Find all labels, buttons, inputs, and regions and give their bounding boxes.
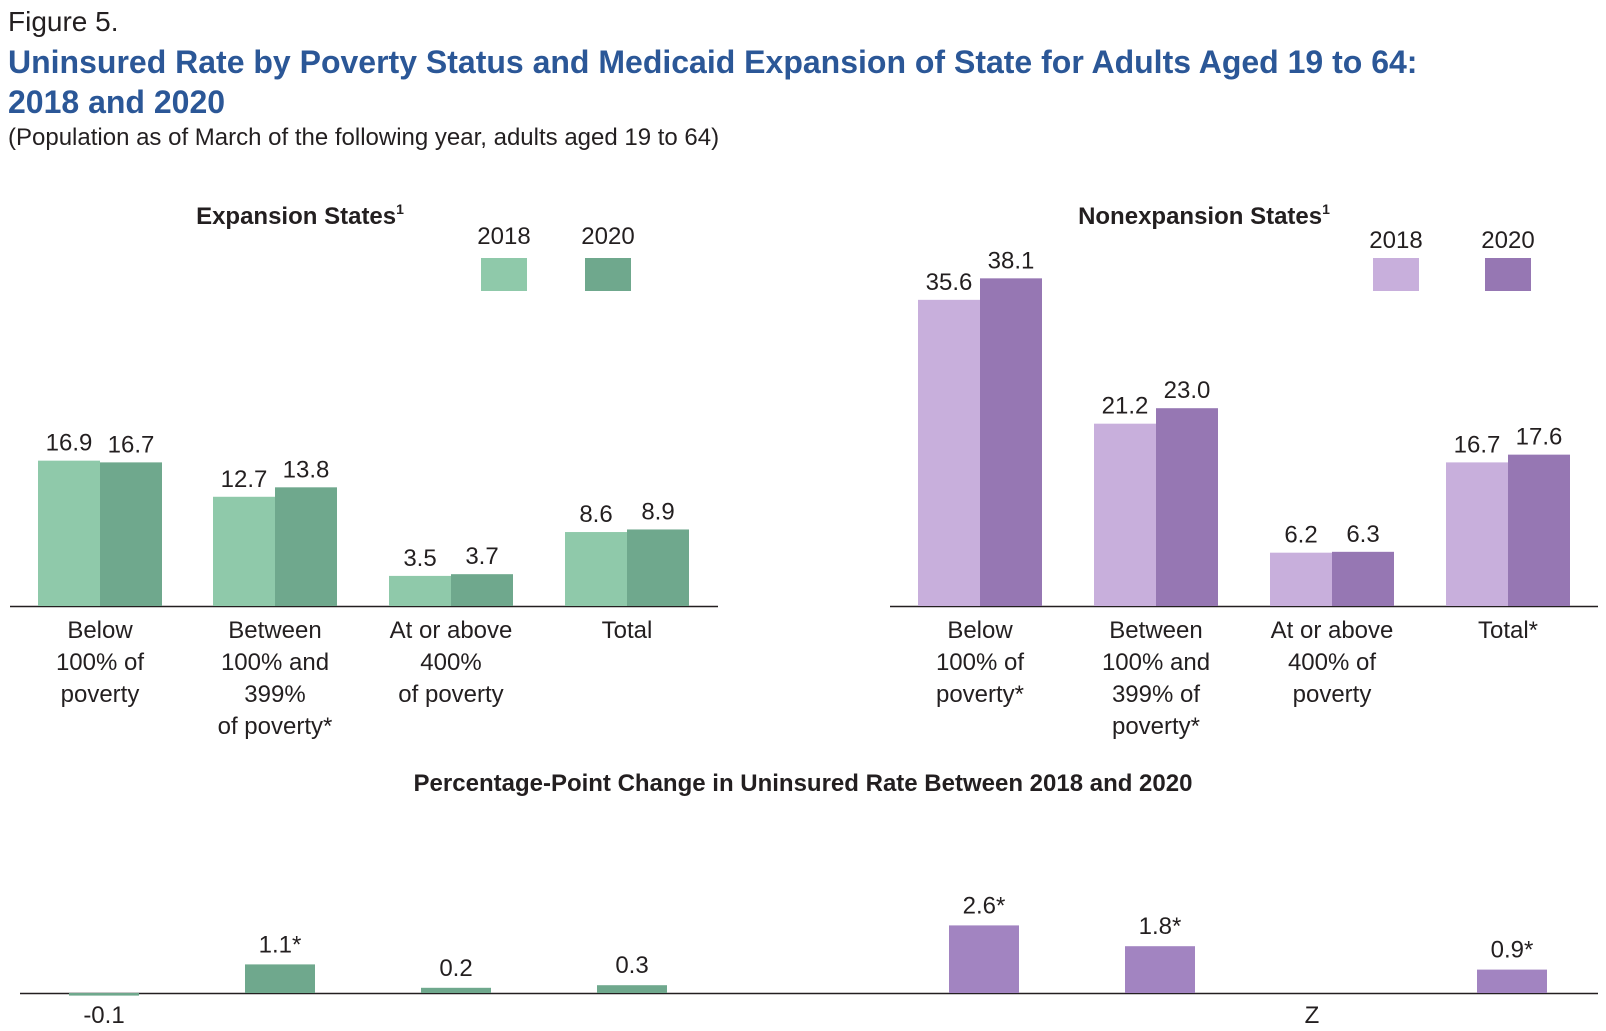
category-label-expansion-1: 100% and: [221, 649, 329, 676]
change-bar-expansion-2: [421, 987, 491, 993]
data-label-nonexpansion-2020-2: 6.3: [1346, 521, 1379, 548]
change-label-nonexpansion-2: Z: [1305, 1002, 1320, 1029]
data-label-expansion-2020-2: 3.7: [465, 543, 498, 570]
panel-title-nonexpansion: Nonexpansion States1: [1078, 201, 1330, 230]
legend-swatch-expansion-2020: [585, 258, 631, 291]
category-label-nonexpansion-0: poverty*: [936, 681, 1024, 708]
data-label-expansion-2020-1: 13.8: [283, 456, 330, 483]
data-label-expansion-2018-2: 3.5: [403, 545, 436, 572]
bar-expansion-2018-3: [565, 532, 627, 606]
bar-nonexpansion-2018-2: [1270, 552, 1332, 606]
legend-swatch-nonexpansion-2020: [1485, 258, 1531, 291]
legend-swatch-nonexpansion-2018: [1373, 258, 1419, 291]
bar-nonexpansion-2020-3: [1508, 454, 1570, 606]
category-label-nonexpansion-0: Below: [947, 617, 1013, 644]
bar-expansion-2020-3: [627, 529, 689, 606]
bar-expansion-2020-1: [275, 487, 337, 606]
chart-title-line-2: 2018 and 2020: [8, 84, 226, 120]
category-label-expansion-2: of poverty: [398, 681, 503, 708]
category-label-nonexpansion-2: 400% of: [1288, 649, 1376, 676]
legend-label-expansion-2020: 2020: [581, 223, 634, 250]
category-label-expansion-2: At or above: [390, 617, 513, 644]
change-bar-nonexpansion-0: [949, 925, 1019, 993]
category-label-nonexpansion-0: 100% of: [936, 649, 1024, 676]
change-label-nonexpansion-3: 0.9*: [1491, 937, 1534, 964]
legend-label-nonexpansion-2018: 2018: [1369, 227, 1422, 254]
category-label-expansion-1: Between: [228, 617, 321, 644]
data-label-nonexpansion-2018-2: 6.2: [1284, 522, 1317, 549]
change-label-nonexpansion-0: 2.6*: [963, 892, 1006, 919]
data-label-expansion-2020-0: 16.7: [108, 431, 155, 458]
legend-label-nonexpansion-2020: 2020: [1481, 227, 1534, 254]
chart-subtitle: (Population as of March of the following…: [8, 124, 720, 151]
bar-expansion-2018-0: [38, 460, 100, 606]
category-label-expansion-1: 399%: [244, 681, 305, 708]
change-bar-expansion-0: [69, 993, 139, 996]
bar-expansion-2018-1: [213, 496, 275, 606]
data-label-nonexpansion-2020-3: 17.6: [1516, 424, 1563, 451]
bar-nonexpansion-2018-0: [918, 299, 980, 606]
bar-expansion-2020-0: [100, 462, 162, 606]
bar-nonexpansion-2018-3: [1446, 462, 1508, 606]
bar-expansion-2020-2: [451, 574, 513, 606]
data-label-expansion-2018-0: 16.9: [46, 430, 93, 457]
change-panel-title: Percentage-Point Change in Uninsured Rat…: [414, 770, 1193, 797]
data-label-expansion-2020-3: 8.9: [641, 498, 674, 525]
category-label-nonexpansion-2: At or above: [1271, 617, 1394, 644]
change-bar-expansion-3: [597, 985, 667, 993]
category-label-expansion-2: 400%: [420, 649, 481, 676]
data-label-nonexpansion-2018-1: 21.2: [1102, 393, 1149, 420]
change-label-expansion-0: -0.1: [83, 1002, 124, 1029]
category-label-nonexpansion-1: 399% of: [1112, 681, 1200, 708]
data-label-nonexpansion-2020-0: 38.1: [988, 247, 1035, 274]
panel-title-expansion: Expansion States1: [196, 201, 404, 230]
legend-label-expansion-2018: 2018: [477, 223, 530, 250]
category-label-nonexpansion-3: Total*: [1478, 617, 1538, 644]
category-label-expansion-0: Below: [67, 617, 133, 644]
data-label-nonexpansion-2018-0: 35.6: [926, 269, 973, 296]
category-label-expansion-1: of poverty*: [218, 713, 333, 740]
category-label-expansion-0: 100% of: [56, 649, 144, 676]
category-label-nonexpansion-1: Between: [1109, 617, 1202, 644]
bar-expansion-2018-2: [389, 575, 451, 606]
data-label-expansion-2018-1: 12.7: [221, 466, 268, 493]
chart-title: Uninsured Rate by Poverty Status and Med…: [8, 42, 1598, 122]
figure-label: Figure 5.: [8, 6, 119, 37]
change-bar-nonexpansion-1: [1125, 946, 1195, 993]
change-bar-expansion-1: [245, 964, 315, 993]
bar-nonexpansion-2020-1: [1156, 408, 1218, 606]
data-label-nonexpansion-2018-3: 16.7: [1454, 431, 1501, 458]
chart-title-line-1: Uninsured Rate by Poverty Status and Med…: [8, 44, 1418, 80]
category-label-nonexpansion-1: 100% and: [1102, 649, 1210, 676]
category-label-nonexpansion-2: poverty: [1293, 681, 1372, 708]
category-label-nonexpansion-1: poverty*: [1112, 713, 1200, 740]
change-label-expansion-1: 1.1*: [259, 931, 302, 958]
change-label-expansion-2: 0.2: [439, 955, 472, 982]
bar-nonexpansion-2020-0: [980, 278, 1042, 606]
category-label-expansion-0: poverty: [61, 681, 140, 708]
legend-swatch-expansion-2018: [481, 258, 527, 291]
data-label-nonexpansion-2020-1: 23.0: [1164, 377, 1211, 404]
change-label-expansion-3: 0.3: [615, 952, 648, 979]
bar-nonexpansion-2018-1: [1094, 423, 1156, 606]
data-label-expansion-2018-3: 8.6: [579, 501, 612, 528]
change-label-nonexpansion-1: 1.8*: [1139, 913, 1182, 940]
category-label-expansion-3: Total: [602, 617, 653, 644]
change-bar-nonexpansion-3: [1477, 969, 1547, 993]
bar-nonexpansion-2020-2: [1332, 551, 1394, 606]
